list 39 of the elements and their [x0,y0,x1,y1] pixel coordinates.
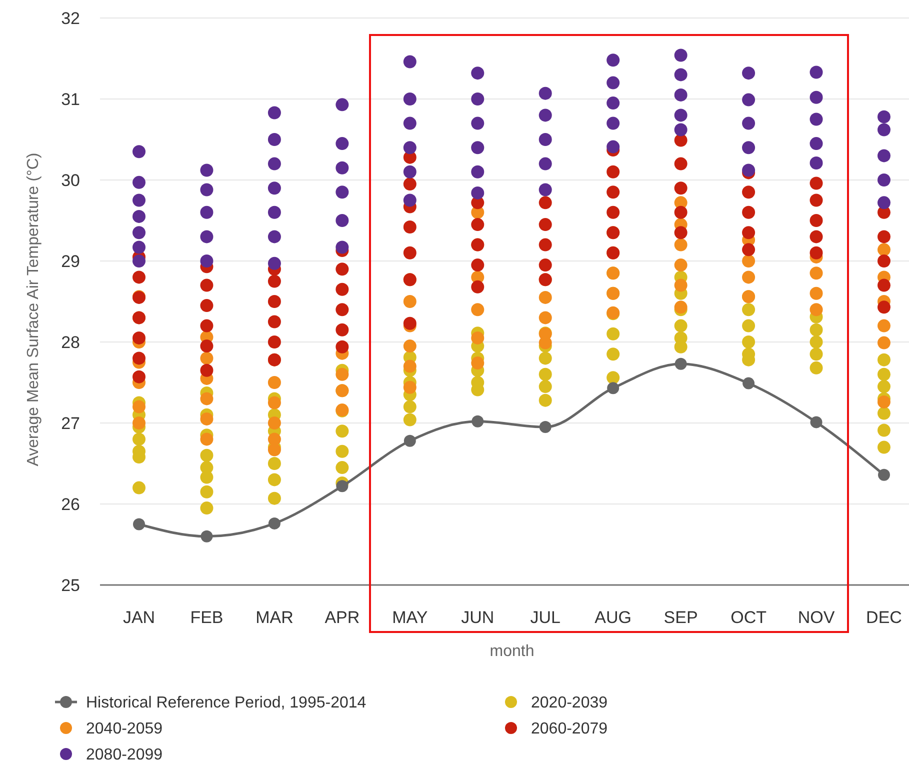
x-tick-label: OCT [730,608,766,627]
y-tick-label: 30 [61,170,80,190]
x-axis-title: month [490,643,534,660]
y-tick-label: 26 [61,494,80,514]
legend-label: 2020-2039 [531,694,608,712]
x-tick-label: MAY [392,608,428,627]
legend-label: 2080-2099 [86,746,163,764]
point [404,434,416,447]
x-tick-label: JUL [530,608,560,627]
x-tick-label: SEP [664,608,698,627]
y-tick-label: 25 [61,576,80,595]
point [336,480,348,492]
point [742,377,755,390]
x-tick-label: APR [324,608,360,627]
legend-label: 2040-2059 [86,720,163,738]
x-tick-label: JAN [122,608,156,627]
legend-label: 2060-2079 [531,720,608,738]
x-tick-label: MAR [256,608,294,627]
y-tick-label: 28 [61,332,80,352]
x-tick-label: DEC [866,608,902,627]
x-tick-label: FEB [190,608,224,627]
point [200,530,213,542]
point [607,382,620,394]
x-tick-label: NOV [798,608,836,627]
y-tick-label: 31 [61,90,80,109]
y-tick-label: 32 [61,8,80,28]
point [472,415,484,428]
x-tick-label: JUN [461,608,494,627]
y-tick-label: 27 [61,414,80,433]
point [674,358,687,370]
point [133,518,145,530]
legend-label: Historical Reference Period, 1995-2014 [86,694,366,712]
point [268,517,280,530]
point [539,421,552,434]
point [810,416,822,428]
point [878,468,890,481]
y-tick-label: 29 [61,252,80,271]
x-tick-label: AUG [594,608,632,627]
y-axis-title: Average Mean Surface Air Temperature (°C) [25,152,42,466]
